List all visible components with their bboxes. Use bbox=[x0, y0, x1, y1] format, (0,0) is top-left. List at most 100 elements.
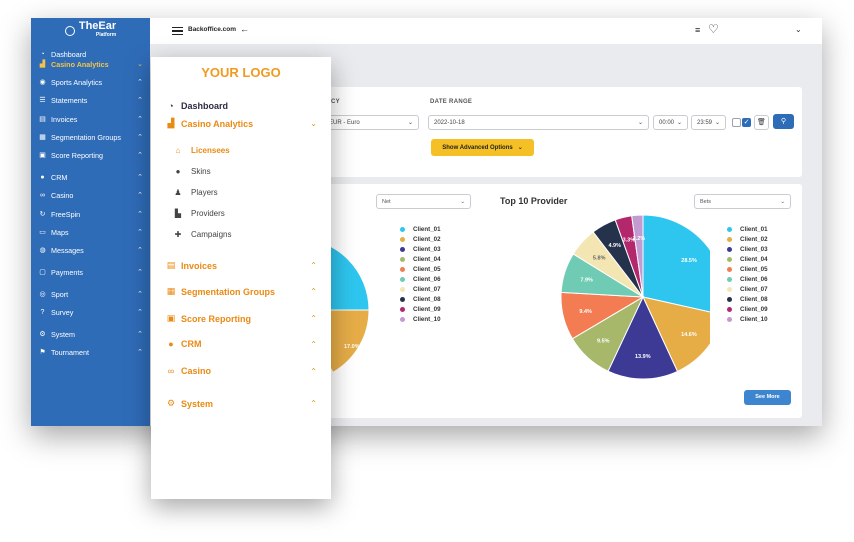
sidebar-item-messages[interactable]: ◍ Messages ⌃ bbox=[38, 244, 143, 256]
pie-slice-label: 3.3% bbox=[623, 238, 636, 244]
sidebar-item-label: Statements bbox=[51, 95, 88, 105]
sidebar-item-casino[interactable]: ∞ Casino ⌃ bbox=[38, 189, 143, 201]
legend-item[interactable]: Client_06 bbox=[727, 274, 768, 284]
sidebar-item-segmentation[interactable]: ▦ Segmentation Groups ⌃ bbox=[38, 131, 143, 143]
date-range-label: DATE RANGE bbox=[430, 99, 473, 105]
sidebar-item-payments[interactable]: ▢ Payments ⌃ bbox=[38, 266, 143, 278]
date-select[interactable]: 2022-10-18 ⌄ bbox=[428, 115, 649, 130]
legend-item[interactable]: Client_08 bbox=[727, 294, 768, 304]
chevron-up-icon: ⌃ bbox=[310, 399, 317, 408]
sidebar-item-label: CRM bbox=[51, 172, 68, 182]
time-to-select[interactable]: 23:59 ⌄ bbox=[691, 115, 726, 130]
checkbox-unchecked[interactable] bbox=[732, 118, 741, 127]
arrow-left-icon[interactable]: ← bbox=[240, 24, 249, 34]
menu-item-system[interactable]: ⚙ System ⌃ bbox=[165, 398, 317, 409]
chevron-down-icon: ⌄ bbox=[517, 145, 523, 151]
sidebar-item-score-reporting[interactable]: ▣ Score Reporting ⌃ bbox=[38, 149, 143, 161]
currency-select[interactable]: EUR - Euro ⌄ bbox=[323, 115, 419, 130]
legend-label: Client_03 bbox=[740, 245, 768, 253]
search-button[interactable]: ⚲ bbox=[773, 114, 794, 129]
sports-icon: ◉ bbox=[39, 79, 46, 86]
pie-slice-client_03[interactable] bbox=[607, 295, 679, 380]
menu-item-casino-analytics[interactable]: ▟ Casino Analytics ⌄ bbox=[165, 118, 317, 129]
brand-logo: TheEar Platform bbox=[31, 18, 150, 44]
legend-label: Client_03 bbox=[413, 245, 441, 253]
sidebar-item-casino-analytics[interactable]: ▟ Casino Analytics ⌄ bbox=[38, 58, 143, 70]
legend-item[interactable]: Client_02 bbox=[400, 234, 441, 244]
left-metric-select[interactable]: Net ⌄ bbox=[376, 194, 471, 209]
checkbox-checked[interactable]: ✓ bbox=[742, 118, 751, 127]
legend-item[interactable]: Client_01 bbox=[400, 224, 441, 234]
chevron-down-icon: ⌄ bbox=[137, 61, 143, 68]
legend-swatch bbox=[727, 316, 732, 322]
sidebar-item-dashboard[interactable]: ◔ Dashboard bbox=[38, 48, 143, 60]
legend-item[interactable]: Client_03 bbox=[727, 244, 768, 254]
legend-item[interactable]: Client_07 bbox=[727, 284, 768, 294]
invoice-icon: ▤ bbox=[166, 260, 176, 270]
pie-slice-client_01[interactable] bbox=[642, 214, 710, 315]
legend-item[interactable]: Client_05 bbox=[727, 264, 768, 274]
sidebar-item-crm[interactable]: ● CRM ⌃ bbox=[38, 171, 143, 183]
sidebar-item-label: Sports Analytics bbox=[51, 77, 103, 87]
legend-item[interactable]: Client_09 bbox=[400, 304, 441, 314]
message-icon: ◍ bbox=[39, 247, 46, 254]
legend-item[interactable]: Client_05 bbox=[400, 264, 441, 274]
menu-item-score-reporting[interactable]: ▣ Score Reporting ⌃ bbox=[165, 313, 317, 324]
menu-item-label: Score Reporting bbox=[181, 313, 252, 324]
hamburger-icon[interactable] bbox=[172, 27, 183, 35]
menu-item-dashboard[interactable]: ◔ Dashboard bbox=[165, 101, 317, 111]
legend-item[interactable]: Client_03 bbox=[400, 244, 441, 254]
legend-item[interactable]: Client_09 bbox=[727, 304, 768, 314]
right-metric-value: Bets bbox=[700, 198, 712, 205]
menu-icon[interactable]: ≡ bbox=[695, 25, 701, 35]
submenu-providers[interactable]: ▙ Providers bbox=[173, 209, 225, 218]
pie-slice-client_10[interactable] bbox=[631, 214, 644, 298]
sidebar-item-freespin[interactable]: ↻ FreeSpin ⌃ bbox=[38, 208, 143, 220]
chevron-up-icon: ⌃ bbox=[137, 97, 143, 104]
legend-item[interactable]: Client_06 bbox=[400, 274, 441, 284]
sidebar-item-system[interactable]: ⚙ System ⌃ bbox=[38, 328, 143, 340]
sidebar-item-tournament[interactable]: ⚑ Tournament ⌃ bbox=[38, 346, 143, 358]
legend-item[interactable]: Client_07 bbox=[400, 284, 441, 294]
sidebar-item-survey[interactable]: ? Survey ⌃ bbox=[38, 306, 143, 318]
sidebar-item-invoices[interactable]: ▤ Invoices ⌃ bbox=[38, 113, 143, 125]
left-pie-slice[interactable] bbox=[327, 309, 370, 374]
legend-item[interactable]: Client_08 bbox=[400, 294, 441, 304]
menu-item-crm[interactable]: ● CRM ⌃ bbox=[165, 339, 317, 349]
submenu-skins[interactable]: ● Skins bbox=[173, 167, 211, 176]
time-from-select[interactable]: 00:00 ⌄ bbox=[653, 115, 688, 130]
left-pie-slice[interactable] bbox=[327, 238, 370, 311]
legend-item[interactable]: Client_10 bbox=[727, 314, 768, 324]
advanced-options-button[interactable]: Show Advanced Options ⌄ bbox=[431, 139, 534, 156]
ear-logo-icon bbox=[64, 26, 75, 36]
chevron-down-icon: ⌄ bbox=[460, 198, 465, 205]
legend-item[interactable]: Client_04 bbox=[400, 254, 441, 264]
legend-label: Client_06 bbox=[413, 275, 441, 283]
chevron-up-icon: ⌃ bbox=[137, 247, 143, 254]
menu-item-segmentation[interactable]: ▦ Segmentation Groups ⌃ bbox=[165, 286, 317, 297]
sidebar-item-sports-analytics[interactable]: ◉ Sports Analytics ⌃ bbox=[38, 76, 143, 88]
see-more-button[interactable]: See More bbox=[744, 390, 791, 405]
legend-item[interactable]: Client_04 bbox=[727, 254, 768, 264]
submenu-players[interactable]: ♟ Players bbox=[173, 188, 217, 197]
sidebar-item-statements[interactable]: ☰ Statements ⌃ bbox=[38, 94, 143, 106]
pie-slice-label: 17.0% bbox=[344, 344, 360, 350]
trash-icon[interactable]: 🗑 bbox=[754, 115, 769, 130]
pie-slice-client_02[interactable] bbox=[642, 296, 710, 373]
right-legend: Client_01 Client_02 Client_03 Client_04 Clie… bbox=[727, 224, 768, 324]
sidebar-item-maps[interactable]: ▭ Maps ⌃ bbox=[38, 226, 143, 238]
submenu-campaigns[interactable]: ✚ Campaigns bbox=[173, 230, 232, 239]
menu-item-casino[interactable]: ∞ Casino ⌃ bbox=[165, 366, 317, 376]
left-chart-card: Net ⌄ 17.0% Client_01 Client_02 Client_03 Cl… bbox=[327, 184, 511, 418]
submenu-licensees[interactable]: ⌂ Licensees bbox=[173, 146, 230, 155]
sidebar-item-sport[interactable]: ◎ Sport ⌃ bbox=[38, 288, 143, 300]
legend-item[interactable]: Client_02 bbox=[727, 234, 768, 244]
chevron-up-icon: ⌃ bbox=[310, 339, 317, 349]
menu-item-invoices[interactable]: ▤ Invoices ⌃ bbox=[165, 260, 317, 271]
chevron-down-icon[interactable]: ⌄ bbox=[795, 25, 802, 34]
right-metric-select[interactable]: Bets ⌄ bbox=[694, 194, 791, 209]
heart-icon[interactable]: ♡ bbox=[708, 22, 719, 36]
legend-item[interactable]: Client_10 bbox=[400, 314, 441, 324]
chevron-down-icon: ⌄ bbox=[310, 119, 317, 128]
legend-item[interactable]: Client_01 bbox=[727, 224, 768, 234]
